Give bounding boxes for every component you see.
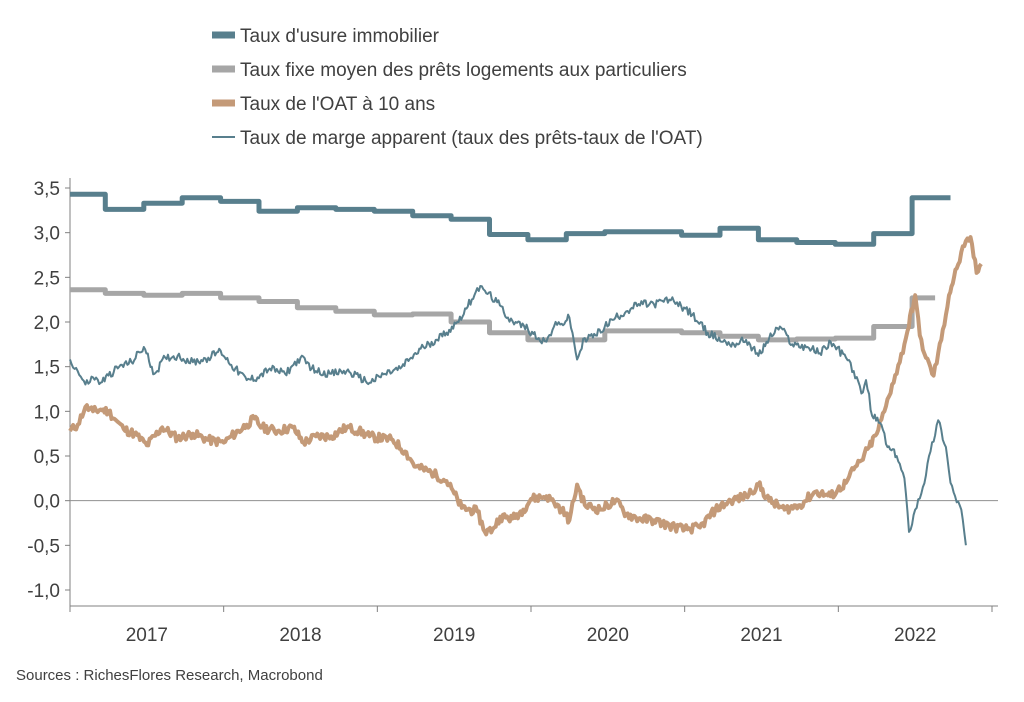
y-tick-label: 3,0 (34, 224, 60, 245)
y-tick-label: 3,5 (34, 179, 60, 200)
series-line-2 (70, 287, 936, 343)
y-tick-label: 0,0 (34, 492, 60, 513)
x-axis-labels: 2017 2018 2019 2020 2021 2022 (126, 625, 937, 646)
legend-label: Taux de l'OAT à 10 ans (240, 94, 435, 115)
y-tick-label: 2,0 (34, 313, 60, 334)
y-tick-label: 0,5 (34, 447, 60, 468)
x-tick-label: 2022 (894, 625, 936, 646)
x-tick-label: 2019 (433, 625, 475, 646)
series-line-3 (68, 235, 983, 537)
plot-area (68, 191, 983, 546)
legend: Taux d'usure immobilier Taux fixe moyen d… (212, 26, 703, 149)
source-note: Sources : RichesFlores Research, Macrobo… (16, 667, 323, 684)
y-tick-label: -0,5 (27, 536, 60, 557)
x-tick-label: 2018 (279, 625, 321, 646)
y-tick-label: 1,0 (34, 402, 60, 423)
y-tick-label: -1,0 (27, 581, 60, 602)
series-line-1 (70, 191, 951, 247)
x-tick-label: 2017 (126, 625, 168, 646)
x-tick-label: 2021 (740, 625, 782, 646)
legend-label: Taux fixe moyen des prêts logements aux … (240, 60, 687, 81)
x-tick-label: 2020 (587, 625, 629, 646)
legend-label: Taux de marge apparent (taux des prêts-t… (240, 128, 703, 149)
series-line-4 (69, 285, 967, 546)
y-tick-label: 1,5 (34, 358, 60, 379)
y-tick-label: 2,5 (34, 268, 60, 289)
legend-label: Taux d'usure immobilier (240, 26, 440, 47)
